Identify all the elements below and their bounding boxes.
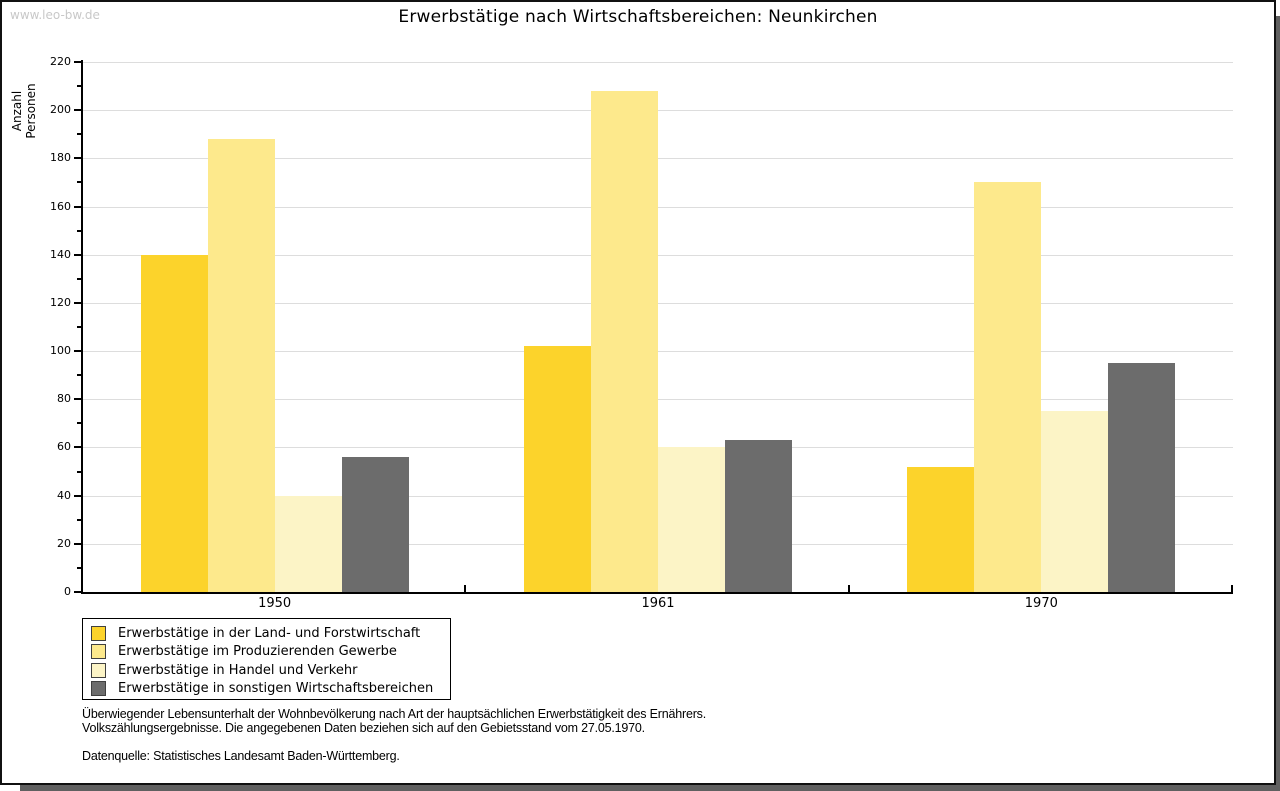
gridline — [83, 254, 1233, 256]
x-tick-label: 1961 — [641, 596, 675, 611]
legend-swatch-icon — [91, 681, 106, 697]
gridline — [83, 206, 1233, 208]
x-boundary-tick — [847, 585, 850, 592]
y-minor-tick — [77, 133, 81, 136]
y-tick-label: 20 — [57, 536, 71, 550]
y-major-tick — [74, 446, 81, 449]
legend-label: Erwerbstätige in der Land- und Forstwirt… — [118, 625, 421, 641]
y-major-tick — [74, 61, 81, 63]
x-boundary-tick — [464, 585, 467, 592]
gridline — [83, 399, 1233, 401]
legend-label: Erwerbstätige im Produzierenden Gewerbe — [118, 644, 397, 660]
y-minor-tick — [77, 422, 81, 425]
y-tick-label: 200 — [50, 103, 71, 117]
y-minor-tick — [77, 566, 81, 569]
x-boundary-tick — [1231, 585, 1233, 592]
legend-label: Erwerbstätige in sonstigen Wirtschaftsbe… — [118, 681, 434, 697]
y-tick-label: 220 — [50, 55, 71, 68]
legend-row-2: Erwerbstätige im Produzierenden Gewerbe — [91, 643, 450, 662]
y-major-tick — [74, 109, 81, 112]
y-tick-label: 0 — [64, 585, 71, 598]
gridline — [83, 110, 1233, 112]
bar-1950-series-1 — [140, 254, 208, 592]
y-axis-line — [81, 60, 83, 594]
y-tick-label: 100 — [50, 344, 71, 358]
legend-row-4: Erwerbstätige in sonstigen Wirtschaftsbe… — [91, 680, 450, 699]
y-major-tick — [74, 350, 81, 353]
bar-1961-series-1 — [524, 346, 591, 592]
frame-shadow-bottom — [20, 785, 1280, 791]
bar-1950-series-3 — [274, 495, 342, 592]
legend-label: Erwerbstätige in Handel und Verkehr — [118, 662, 358, 678]
bar-1950-series-4 — [341, 457, 409, 592]
frame-shadow-right — [1276, 16, 1280, 791]
bar-1961-series-2 — [591, 90, 658, 592]
y-minor-tick — [77, 326, 81, 328]
y-major-tick — [74, 157, 81, 160]
y-tick-label: 160 — [50, 199, 71, 213]
gridline — [83, 302, 1233, 304]
legend-row-3: Erwerbstätige in Handel und Verkehr — [91, 661, 450, 680]
y-tick-label: 180 — [50, 151, 71, 165]
footnote-line-2: Volkszählungsergebnisse. Die angegebenen… — [82, 721, 645, 735]
y-minor-tick — [77, 229, 81, 232]
y-minor-tick — [77, 470, 81, 473]
y-major-tick — [74, 542, 81, 545]
bar-1970-series-3 — [1041, 411, 1109, 592]
watermark: www.leo-bw.de — [10, 8, 100, 22]
gridline — [83, 351, 1233, 353]
y-major-tick — [74, 591, 81, 593]
y-major-tick — [74, 494, 81, 497]
gridline — [83, 158, 1233, 160]
bar-1970-series-4 — [1108, 363, 1176, 592]
legend: Erwerbstätige in der Land- und Forstwirt… — [82, 618, 451, 700]
bar-1970-series-2 — [974, 182, 1042, 592]
data-source: Datenquelle: Statistisches Landesamt Bad… — [82, 749, 400, 763]
legend-row-1: Erwerbstätige in der Land- und Forstwirt… — [91, 624, 450, 643]
y-minor-tick — [77, 85, 81, 88]
x-tick-label: 1970 — [1024, 596, 1058, 611]
x-tick-label: 1950 — [258, 596, 292, 611]
y-major-tick — [74, 398, 81, 401]
chart-title: Erwerbstätige nach Wirtschaftsbereichen:… — [398, 7, 878, 27]
footnote: Überwiegender Lebensunterhalt der Wohnbe… — [82, 707, 882, 735]
y-tick-label: 80 — [57, 392, 71, 406]
y-tick-label: 140 — [50, 247, 71, 261]
y-tick-label: 60 — [57, 440, 71, 454]
y-axis-label: Anzahl Personen — [10, 83, 38, 139]
y-minor-tick — [77, 374, 81, 377]
y-minor-tick — [77, 518, 81, 521]
legend-swatch-icon — [91, 644, 106, 660]
bar-1961-series-3 — [658, 447, 725, 592]
y-tick-label: 120 — [50, 295, 71, 309]
bar-1961-series-4 — [725, 440, 792, 592]
gridline — [83, 62, 1233, 63]
y-major-tick — [74, 205, 81, 208]
legend-swatch-icon — [91, 625, 106, 641]
y-major-tick — [74, 301, 81, 304]
y-tick-label: 40 — [57, 488, 71, 502]
footnote-line-1: Überwiegender Lebensunterhalt der Wohnbe… — [82, 707, 706, 721]
y-minor-tick — [77, 181, 81, 184]
y-minor-tick — [77, 277, 81, 280]
legend-swatch-icon — [91, 662, 106, 678]
x-axis-line — [81, 592, 1233, 594]
bar-1970-series-1 — [907, 466, 975, 592]
y-major-tick — [74, 253, 81, 256]
bar-1950-series-2 — [207, 139, 275, 592]
